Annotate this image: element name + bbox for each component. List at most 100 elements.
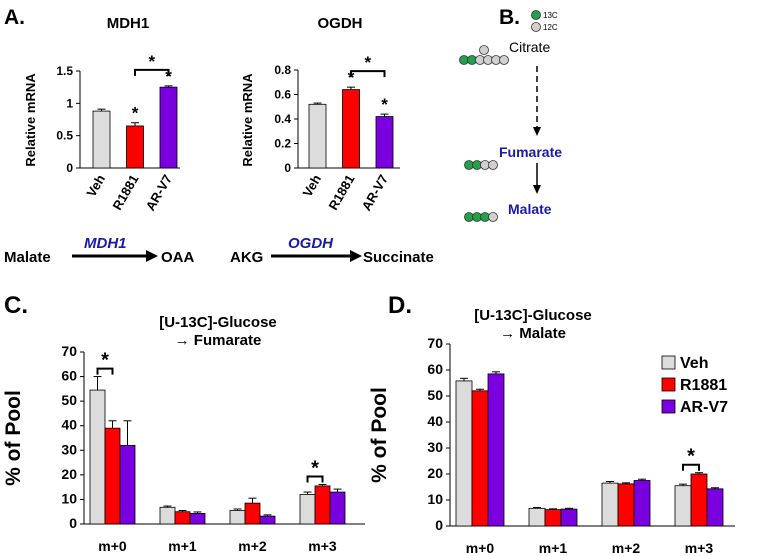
y-axis-label: Relative mRNA <box>23 73 38 167</box>
bar-ar-v7 <box>159 86 178 169</box>
y-tick-label: 40 <box>61 417 77 433</box>
bar-ar-v7-mplus1 <box>560 508 578 527</box>
significance-bracket <box>306 475 324 483</box>
y-tick-label: 10 <box>61 490 77 506</box>
fumarate-molecule <box>464 160 498 170</box>
bar-veh-mplus1 <box>159 506 176 525</box>
y-tick-label: 0.8 <box>274 63 291 77</box>
bar-veh-mplus0 <box>89 389 106 525</box>
bar-r1881-mplus3 <box>314 485 331 525</box>
legend-12c-label: 12C <box>543 23 558 32</box>
y-tick-label: 30 <box>427 439 443 455</box>
carbon-12c <box>488 160 498 170</box>
reaction-substrate: AKG <box>230 249 263 266</box>
chart-malate: [U-13C]-Glucose→ Malate % of Pool 0 10 20 30 4… <box>368 307 735 556</box>
bar-ar-v7-mplus1 <box>189 513 206 525</box>
x-tick-label: AR-V7 <box>359 172 391 213</box>
arrow-head <box>533 127 541 136</box>
malate-molecule <box>464 212 498 222</box>
chart-title: [U-13C]-Glucose <box>159 314 277 331</box>
arrow-head <box>146 250 158 262</box>
bar-r1881-mplus0 <box>471 390 489 527</box>
carbon-12c <box>479 45 489 55</box>
y-tick-label: 70 <box>61 343 77 359</box>
carbon-12c <box>488 212 498 222</box>
bar-r1881-mplus1 <box>544 509 562 527</box>
bar-veh <box>308 103 327 169</box>
significance-bracket <box>96 367 114 375</box>
chart-ogdh: OGDH Relative mRNA 0 0.2 0.4 0.6 0.8 Veh R1881 AR… <box>240 15 400 213</box>
chart-subtitle: → Fumarate <box>175 332 262 349</box>
chart-fumarate: [U-13C]-Glucose→ Fumarate % of Pool 0 10 20 3… <box>2 314 365 554</box>
reaction-mdh1: Malate MDH1 OAA <box>4 235 195 266</box>
significance-star: * <box>687 446 695 468</box>
bar-ar-v7 <box>375 116 394 169</box>
x-tick-label: Veh <box>84 172 109 200</box>
reaction-substrate: Malate <box>4 249 51 266</box>
chart-title: [U-13C]-Glucose <box>474 307 592 324</box>
y-tick-label: 60 <box>427 361 443 377</box>
significance-bracket <box>134 68 170 76</box>
significance-star: * <box>101 350 109 372</box>
significance-star: * <box>165 67 172 86</box>
panel-b-schematic: 13C 12C Citrate Fumarate <box>459 10 562 222</box>
significance-star: * <box>364 53 371 72</box>
y-tick-label: 0 <box>66 161 73 175</box>
legend-label: Veh <box>680 355 708 372</box>
panel-b-label: B. <box>499 6 520 29</box>
significance-bracket <box>350 70 386 78</box>
significance-star: * <box>132 104 139 123</box>
legend-swatch-veh <box>661 355 676 370</box>
x-tick-label: R1881 <box>325 172 357 213</box>
y-tick-label: 0.6 <box>274 88 291 102</box>
bar-veh-mplus2 <box>229 510 246 525</box>
chart-subtitle: → Malate <box>500 325 566 342</box>
y-tick-label: 0.4 <box>274 112 291 126</box>
chart-mdh1: MDH1 Relative mRNA 0 0.5 1 1.5 Veh R1881 AR-V7 * *… <box>23 15 180 213</box>
x-tick-label: R1881 <box>109 172 141 213</box>
reaction-product: Succinate <box>363 249 434 266</box>
legend-swatch-ar-v7 <box>661 399 676 414</box>
y-tick-label: 1 <box>66 96 73 110</box>
significance-star: * <box>381 95 388 114</box>
y-tick-label: 0.5 <box>56 129 73 143</box>
panel-d-label: D. <box>388 292 412 319</box>
y-tick-label: 0.2 <box>274 137 291 151</box>
legend-13c-dot <box>531 10 541 20</box>
bar-r1881 <box>126 125 144 169</box>
y-tick-label: 40 <box>427 413 443 429</box>
bar-r1881-mplus0 <box>104 427 121 525</box>
y-tick-label: 10 <box>427 491 443 507</box>
bar-veh-mplus2 <box>601 482 619 527</box>
bar-veh-mplus0 <box>455 380 473 527</box>
y-tick-label: 0 <box>435 517 443 533</box>
reaction-enzyme: OGDH <box>288 235 334 252</box>
y-tick-label: 70 <box>427 335 443 351</box>
bar-ar-v7-mplus0 <box>487 373 505 527</box>
bar-ar-v7-mplus2 <box>633 480 651 527</box>
y-tick-label: 0 <box>284 161 291 175</box>
citrate-label: Citrate <box>509 39 550 55</box>
significance-bracket <box>682 463 700 471</box>
significance-star: * <box>148 52 155 71</box>
malate-label: Malate <box>508 201 552 217</box>
y-tick-label: 60 <box>61 368 77 384</box>
legend-swatch-r1881 <box>661 377 676 392</box>
x-tick-label: m+2 <box>612 540 641 556</box>
chart-title: OGDH <box>318 15 363 32</box>
y-tick-label: 50 <box>61 392 77 408</box>
bar-ar-v7-mplus2 <box>259 515 276 525</box>
carbon-12c <box>499 55 509 65</box>
y-tick-label: 30 <box>61 441 77 457</box>
bar-r1881-mplus1 <box>174 511 191 525</box>
panel-a-label: A. <box>4 6 25 29</box>
reaction-ogdh: AKG OGDH Succinate <box>230 235 434 266</box>
y-tick-label: 20 <box>427 465 443 481</box>
bar-r1881-mplus2 <box>617 483 635 527</box>
reaction-product: OAA <box>161 249 195 266</box>
x-tick-label: m+0 <box>466 540 495 556</box>
y-tick-label: 0 <box>69 515 77 531</box>
x-tick-label: m+3 <box>308 538 337 554</box>
